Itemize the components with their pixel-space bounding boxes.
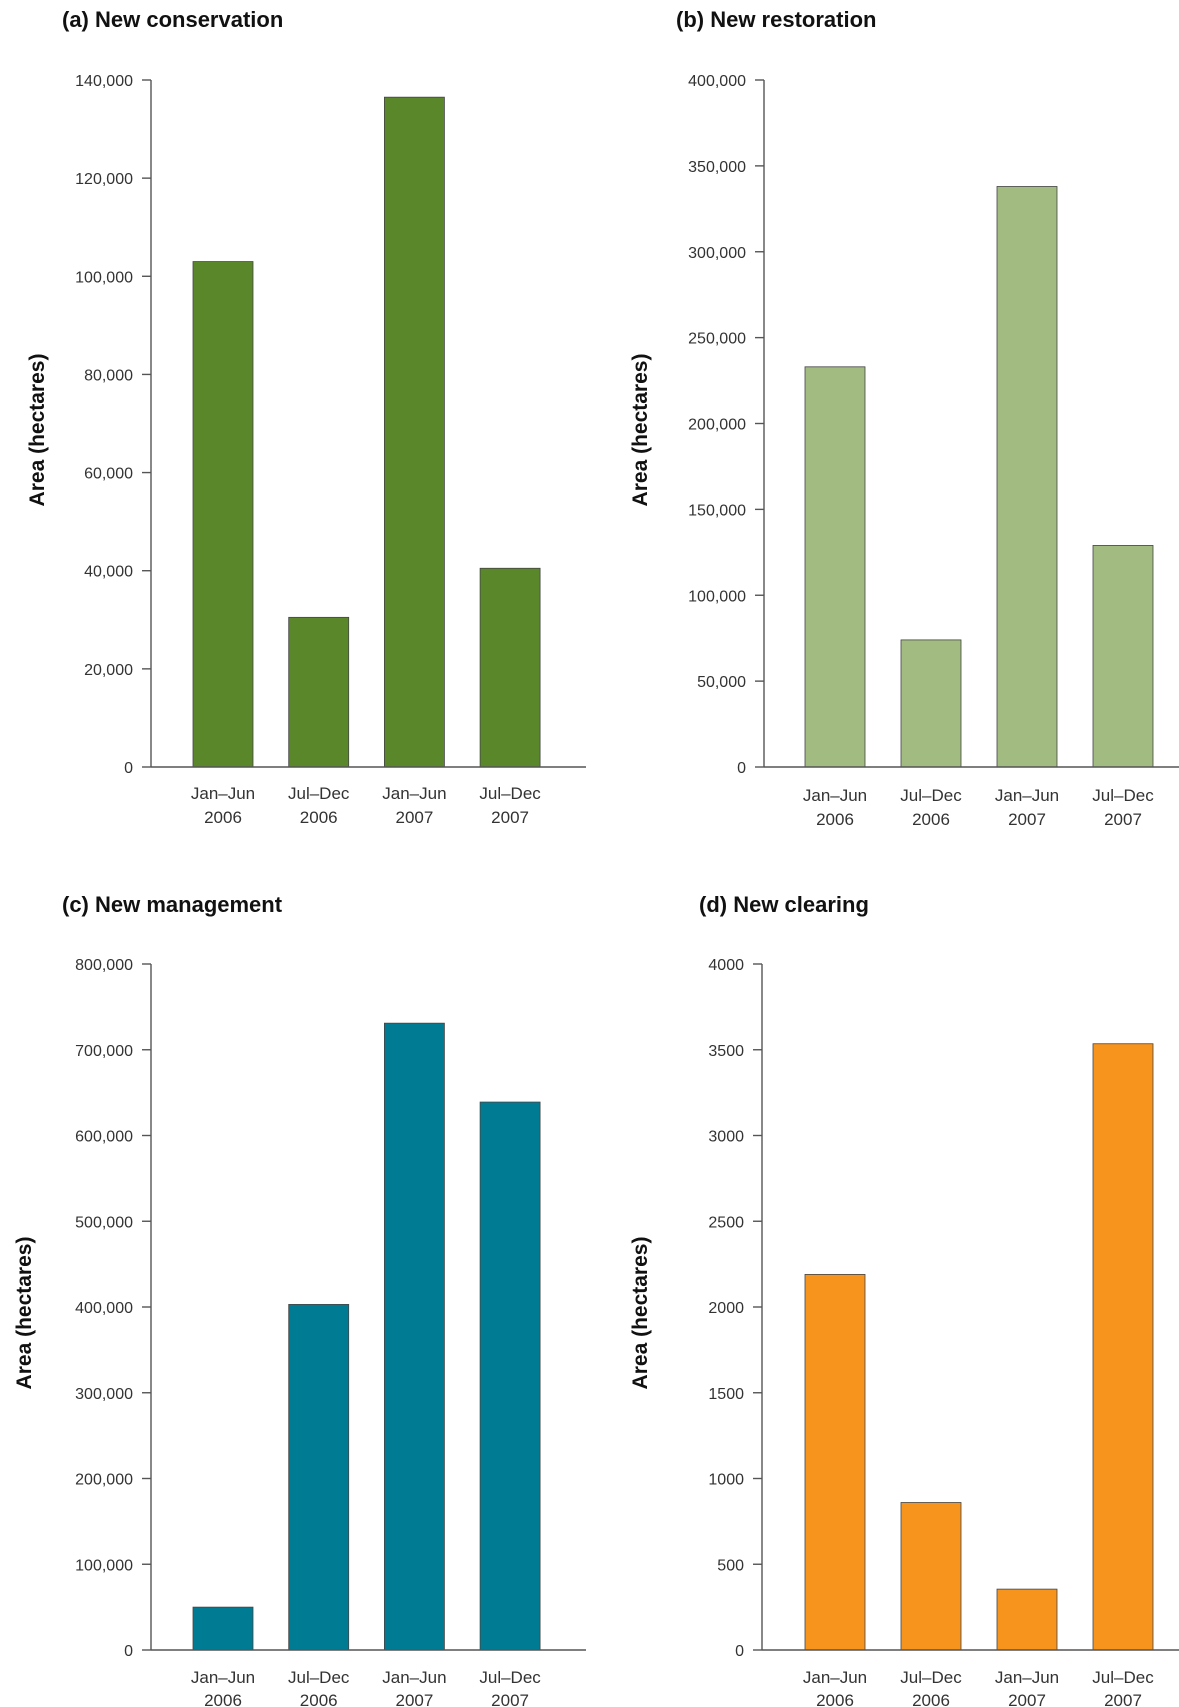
y-tick-label: 20,000 [84,662,133,679]
y-axis-label: Area (hectares) [629,1237,652,1390]
y-tick-label: 700,000 [75,1043,133,1060]
x-tick-label: Jul–Dec [900,1668,962,1687]
panel-new-restoration: (b) New restoration Area (hectares) Jan–Ju… [629,7,1179,829]
x-tick-label-year: 2007 [491,1691,529,1707]
x-tick-label: Jan–Jun [803,786,867,805]
y-tick-label: 0 [124,1643,133,1660]
x-tick-label: Jul–Dec [1092,1668,1154,1687]
y-tick-label: 500,000 [75,1214,133,1231]
y-tick-label: 250,000 [688,331,746,348]
x-tick-label: Jan–Jun [382,1668,446,1687]
y-tick-label: 100,000 [688,588,746,605]
x-tick-label: Jul–Dec [900,786,962,805]
y-tick-label: 60,000 [84,466,133,483]
bar-2 [288,1304,350,1651]
y-tick-label: 50,000 [697,674,746,691]
bar-4 [1092,545,1154,768]
x-tick-label-year: 2007 [395,1691,433,1707]
bar-2 [288,616,350,768]
y-tick-label: 600,000 [75,1129,133,1146]
y-tick-label: 3000 [708,1129,744,1146]
panel-new-clearing: (d) New clearing Area (hectares) Jan–Jun 20… [629,892,1179,1707]
x-tick-label: Jan–Jun [995,1668,1059,1687]
y-tick-label: 100,000 [75,269,133,286]
chart-title-new-management: (c) New management [62,892,283,917]
bar-1 [192,1606,254,1651]
y-tick-label: 800,000 [75,957,133,974]
bar-4 [1092,1043,1154,1651]
y-tick-label: 140,000 [75,73,133,90]
y-tick-label: 2500 [708,1214,744,1231]
y-tick-label: 0 [735,1643,744,1660]
bar-2 [900,639,962,768]
x-tick-label-year: 2007 [1104,810,1142,829]
y-tick-label: 40,000 [84,564,133,581]
y-axis-label: Area (hectares) [629,354,652,507]
bar-1 [804,366,866,768]
y-tick-label: 200,000 [688,417,746,434]
x-tick-label-year: 2006 [204,1691,242,1707]
bar-4 [479,1101,541,1651]
y-tick-label: 300,000 [688,245,746,262]
y-tick-label: 100,000 [75,1557,133,1574]
x-tick-label-year: 2006 [300,808,338,827]
panel-new-conservation: (a) New conservation Area (hectares) Jan–J… [26,7,586,827]
x-tick-label: Jul–Dec [288,784,350,803]
y-tick-label: 3500 [708,1043,744,1060]
chart-title-new-conservation: (a) New conservation [62,7,283,32]
y-tick-label: 350,000 [688,159,746,176]
y-tick-label: 2000 [708,1300,744,1317]
y-tick-label: 4000 [708,957,744,974]
y-tick-label: 0 [124,760,133,777]
x-tick-label-year: 2007 [1104,1691,1142,1707]
x-tick-label: Jan–Jun [191,1668,255,1687]
panel-new-management: (c) New management Area (hectares) Jan–Jun… [13,892,586,1707]
y-tick-label: 300,000 [75,1386,133,1403]
x-tick-label: Jan–Jun [995,786,1059,805]
x-tick-label-year: 2006 [816,1691,854,1707]
x-tick-label: Jul–Dec [479,1668,541,1687]
bar-2 [900,1502,962,1651]
y-axis-label: Area (hectares) [13,1237,36,1390]
y-axis-label: Area (hectares) [26,354,49,507]
y-tick-label: 1000 [708,1472,744,1489]
x-tick-label: Jan–Jun [191,784,255,803]
x-tick-label-year: 2007 [1008,1691,1046,1707]
y-tick-label: 400,000 [688,73,746,90]
y-tick-label: 150,000 [688,502,746,519]
x-tick-label-year: 2006 [912,810,950,829]
y-tick-label: 500 [717,1557,744,1574]
bar-1 [192,261,254,768]
x-tick-label-year: 2006 [912,1691,950,1707]
bar-3 [996,186,1058,768]
bar-4 [479,567,541,768]
bar-3 [996,1588,1058,1651]
bar-1 [804,1274,866,1651]
chart-title-new-restoration: (b) New restoration [676,7,876,32]
y-tick-label: 120,000 [75,171,133,188]
y-tick-label: 200,000 [75,1472,133,1489]
x-tick-label-year: 2006 [300,1691,338,1707]
x-tick-label-year: 2006 [816,810,854,829]
y-tick-label: 0 [737,760,746,777]
x-tick-label-year: 2007 [1008,810,1046,829]
x-tick-label-year: 2006 [204,808,242,827]
bar-3 [383,1022,445,1651]
x-tick-label: Jul–Dec [479,784,541,803]
x-tick-label-year: 2007 [491,808,529,827]
y-tick-label: 80,000 [84,367,133,384]
y-tick-label: 1500 [708,1386,744,1403]
x-tick-label: Jul–Dec [288,1668,350,1687]
x-tick-label: Jan–Jun [382,784,446,803]
bar-3 [383,96,445,768]
x-tick-label-year: 2007 [395,808,433,827]
x-tick-label: Jan–Jun [803,1668,867,1687]
y-tick-label: 400,000 [75,1300,133,1317]
chart-title-new-clearing: (d) New clearing [699,892,869,917]
x-tick-label: Jul–Dec [1092,786,1154,805]
